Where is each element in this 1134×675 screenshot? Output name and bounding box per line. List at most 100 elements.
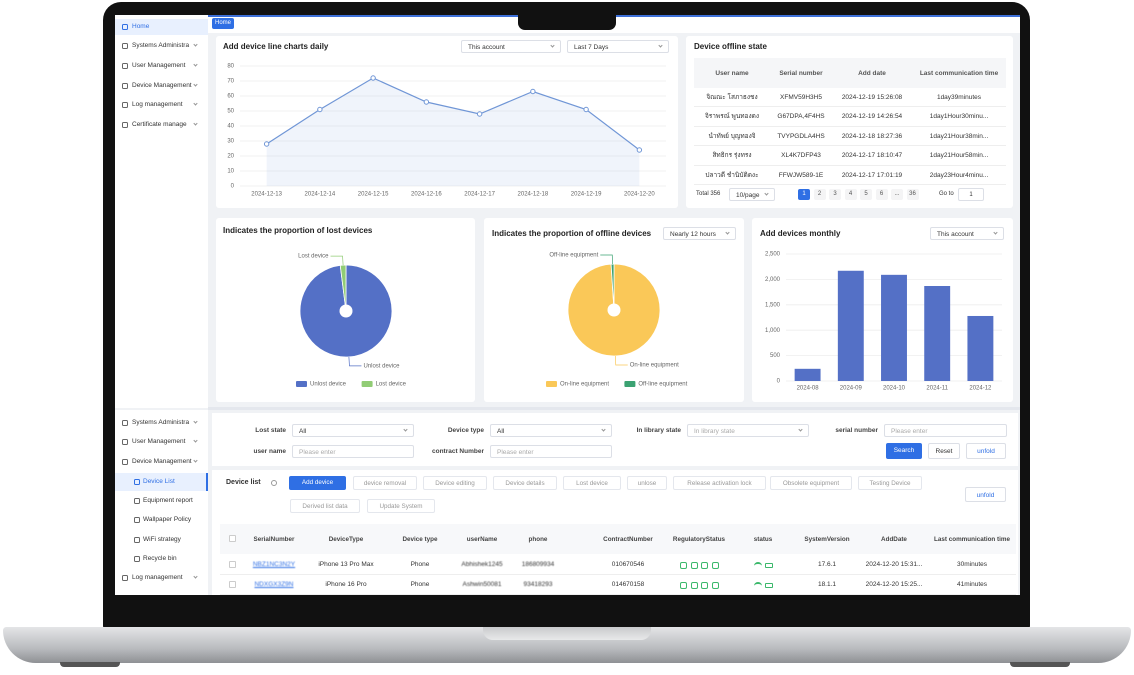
chart-title: Add device line charts daily [223,42,329,51]
filter-label: Lost state [255,427,286,434]
text-input[interactable]: Please enter [292,445,414,458]
page-button[interactable]: 3 [829,189,841,200]
table-header: Add date [858,69,886,77]
pagination-total: Total 356 [696,191,721,197]
action-button[interactable]: Obsolete equipment [770,476,852,490]
action-button[interactable]: Testing Device [858,476,922,490]
menu-item[interactable]: Log management [132,574,183,581]
table-cell: 2024-12-18 18:27:36 [841,132,903,140]
page-button[interactable]: 2 [813,189,826,200]
icon [122,420,128,426]
checkbox [229,561,236,568]
menu-item[interactable]: Device List [143,478,175,485]
action-button[interactable]: Add device [289,476,346,490]
unfold-button[interactable]: unfold [966,443,1006,459]
page-button[interactable]: 4 [844,189,857,200]
action-button[interactable]: Device details [493,476,557,490]
menu-item[interactable]: Wallpaper Policy [143,516,192,523]
select[interactable]: Nearly 12 hours [663,227,736,240]
select[interactable]: In library state [687,424,809,437]
action-button[interactable]: device removal [353,476,417,490]
page-button[interactable]: ... [891,189,903,200]
action-button[interactable]: unlose [627,476,667,490]
table-header: ContractNumber [603,535,653,543]
table-cell: G67DPA,4F4HS [777,113,825,121]
table-cell: Ashwin50081 [462,581,502,588]
reset-button[interactable]: Reset [928,443,960,459]
select[interactable]: 10/page [729,188,775,201]
pagination-goto: Go to [939,191,954,197]
table-row [694,127,1006,147]
camera-notch [518,13,616,30]
icon [134,556,140,562]
icon [134,517,140,523]
table-cell: XFMV59H3H5 [780,94,822,101]
action-button[interactable]: Lost device [563,476,621,490]
menu-item[interactable]: User Management [132,62,186,69]
table-cell: 93418293 [523,581,553,588]
unfold-button[interactable]: unfold [965,487,1006,502]
icon [122,102,128,108]
list-title: Device list [226,479,261,486]
select[interactable]: All [292,424,414,437]
table-cell: 2day23Hour4minu... [929,171,989,179]
table-header: SystemVersion [804,535,850,543]
menu-item[interactable]: Systems Administra [132,42,190,49]
menu-item[interactable]: Device Management [132,458,192,465]
select[interactable]: Last 7 Days [567,40,669,53]
menu-item[interactable]: Device Management [132,82,192,89]
icon [122,24,128,30]
table-header: SerialNumber [253,535,295,543]
page-button[interactable]: 6 [875,189,888,200]
action-button[interactable]: Update System [367,499,435,513]
table-cell: 17.6.1 [817,561,837,568]
page-button[interactable]: 36 [906,189,919,200]
select[interactable]: This account [461,40,561,53]
status-icon [701,582,708,589]
table-cell: 18.1.1 [817,581,837,588]
table-cell: TVYPGDLA4HS [777,132,825,140]
table-cell: 186809934 [521,561,555,568]
menu-item[interactable]: WiFi strategy [143,536,181,543]
menu-item[interactable]: Equipment report [143,497,193,504]
goto-input[interactable]: 1 [958,188,984,201]
action-button[interactable]: Derived list data [290,499,360,513]
status-icon [711,582,719,589]
table-cell: Phone [410,581,430,588]
table-row [694,146,1006,166]
table-header: userName [466,535,498,543]
table-cell: 30minutes [957,561,987,568]
icon [122,43,128,49]
table-cell: 41minutes [957,581,987,588]
table-cell: Phone [410,561,430,568]
table-header: phone [528,535,548,543]
menu-item[interactable]: Home [132,23,150,30]
menu-highlight [115,19,208,35]
search-button[interactable]: Search [886,443,922,459]
text-input[interactable]: Please enter [490,445,612,458]
icon [122,439,128,445]
table-cell: 1day1Hour30minu... [929,113,989,121]
action-button[interactable]: Release activation lock [673,476,766,490]
menu-item[interactable]: Log management [132,101,183,108]
menu-item[interactable]: Recycle bin [143,555,177,562]
table-cell: 2024-12-19 14:26:54 [841,113,903,121]
page-button[interactable]: 1 [798,189,810,200]
select[interactable]: All [490,424,612,437]
table-cell: NBZ1NC3N2Y [252,561,296,568]
table-cell: 2024-12-19 15:26:08 [841,94,903,101]
select[interactable]: This account [930,227,1004,240]
page-button[interactable]: 5 [860,189,872,200]
table-cell: XL4K7DFP43 [781,152,821,160]
table-cell: 2024-12-20 15:25... [865,581,923,588]
page-prev [784,188,792,201]
menu-item[interactable]: Systems Administra [132,419,190,426]
menu-item[interactable]: User Management [132,438,186,445]
table-cell: สิทธิกร รุ่งทรง [712,152,752,160]
menu-item[interactable]: Certificate manage [132,121,187,128]
tab[interactable]: Home [212,18,234,29]
status-icon [680,562,687,569]
table-header: RegulatoryStatus [672,535,726,543]
action-button[interactable]: Device editing [423,476,487,490]
text-input[interactable]: Please enter [884,424,1007,437]
